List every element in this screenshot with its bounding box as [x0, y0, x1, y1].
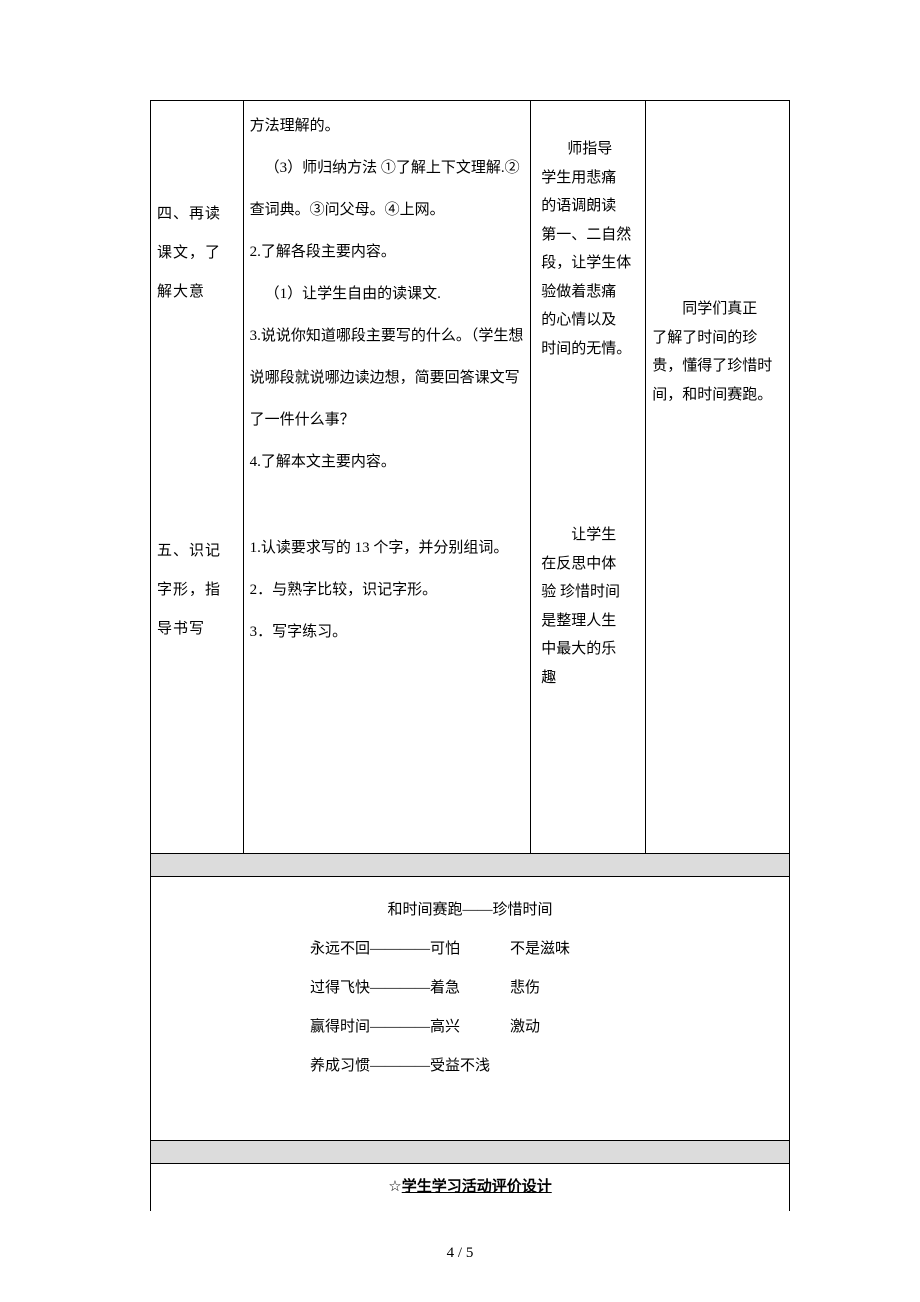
- activity-line: （3）师归纳方法 ①了解上下文理解.②查词典。③问父母。④上网。: [250, 147, 525, 231]
- guidance-line: 趣: [541, 664, 639, 693]
- separator-row: [151, 1141, 790, 1164]
- guidance-line: 中最大的乐: [541, 635, 639, 664]
- separator-row: [151, 854, 790, 877]
- board-line: 过得飞快――――着急悲伤: [157, 969, 783, 1008]
- evaluation-heading: 学生学习活动评价设计: [402, 1179, 552, 1195]
- lesson-plan-table: 四、再读课文，了解大意 五、识记字形，指导书写 方法理解的。（3）师归纳方法 ①…: [150, 100, 790, 1211]
- guidance-line: 验 珍惜时间: [541, 578, 639, 607]
- guidance-line: 的语调朗读: [537, 192, 639, 221]
- page-number: 4 / 5: [0, 1245, 920, 1262]
- board-left: 养成习惯――――受益不浅: [310, 1047, 510, 1086]
- guidance-line: 让学生: [541, 521, 639, 550]
- guidance-line: 学生用悲痛: [537, 164, 639, 193]
- guidance-line: 在反思中体: [541, 550, 639, 579]
- activity-line: 3．写字练习。: [250, 611, 525, 653]
- evaluation-heading-row: ☆学生学习活动评价设计: [151, 1164, 790, 1212]
- activity-line: 方法理解的。: [250, 105, 525, 147]
- guidance-cell: 让学生在反思中体验 珍惜时间是整理人生中最大的乐趣: [531, 487, 646, 854]
- blackboard-row: 和时间赛跑――珍惜时间 永远不回――――可怕不是滋味过得飞快――――着急悲伤赢得…: [151, 877, 790, 1141]
- blackboard-design: 和时间赛跑――珍惜时间 永远不回――――可怕不是滋味过得飞快――――着急悲伤赢得…: [157, 881, 783, 1136]
- board-line: 养成习惯――――受益不浅: [157, 1047, 783, 1086]
- guidance-line: 时间的无情。: [537, 335, 639, 364]
- guidance-line: 第一、二自然: [537, 221, 639, 250]
- activity-cell: 1.认读要求写的 13 个字，并分别组词。2．与熟字比较，识记字形。3．写字练习…: [243, 487, 531, 854]
- board-right: 悲伤: [510, 969, 540, 1008]
- activity-cell: 方法理解的。（3）师归纳方法 ①了解上下文理解.②查词典。③问父母。④上网。2.…: [243, 101, 531, 488]
- activity-line: 3.说说你知道哪段主要写的什么。（学生想说哪段就说哪边读边想，简要回答课文写了一…: [250, 315, 525, 441]
- board-left: 过得飞快――――着急: [310, 969, 510, 1008]
- guidance-line: 验做着悲痛: [537, 278, 639, 307]
- table-row: 四、再读课文，了解大意 五、识记字形，指导书写 方法理解的。（3）师归纳方法 ①…: [151, 101, 790, 488]
- activity-line: 2．与熟字比较，识记字形。: [250, 569, 525, 611]
- board-left: 赢得时间――――高兴: [310, 1008, 510, 1047]
- section-heading-4: 四、再读课文，了解大意: [157, 105, 237, 312]
- board-title: 和时间赛跑――珍惜时间: [157, 891, 783, 930]
- activity-line: 4.了解本文主要内容。: [250, 441, 525, 483]
- activity-line: （1）让学生自由的读课文.: [250, 273, 525, 315]
- outcome-line: 贵，懂得了珍惜时: [652, 352, 783, 381]
- outcome-line: 了解了时间的珍: [652, 324, 783, 353]
- outcome-line: 间，和时间赛跑。: [652, 381, 783, 410]
- board-right: 激动: [510, 1008, 540, 1047]
- activity-line: 1.认读要求写的 13 个字，并分别组词。: [250, 527, 525, 569]
- guidance-cell: 师指导学生用悲痛的语调朗读第一、二自然段，让学生体验做着悲痛的心情以及时间的无情…: [531, 101, 646, 488]
- activity-line: 2.了解各段主要内容。: [250, 231, 525, 273]
- outcome-cell: 同学们真正了解了时间的珍贵，懂得了珍惜时间，和时间赛跑。: [646, 101, 790, 854]
- guidance-line: 段，让学生体: [537, 249, 639, 278]
- star-icon: ☆: [388, 1179, 401, 1195]
- board-line: 永远不回――――可怕不是滋味: [157, 930, 783, 969]
- guidance-line: 师指导: [537, 135, 639, 164]
- section-heading-5: 五、识记字形，指导书写: [157, 312, 237, 649]
- board-right: 不是滋味: [510, 930, 570, 969]
- outcome-line: 同学们真正: [652, 295, 783, 324]
- board-line: 赢得时间――――高兴激动: [157, 1008, 783, 1047]
- board-left: 永远不回――――可怕: [310, 930, 510, 969]
- guidance-line: 的心情以及: [537, 306, 639, 335]
- guidance-line: 是整理人生: [541, 607, 639, 636]
